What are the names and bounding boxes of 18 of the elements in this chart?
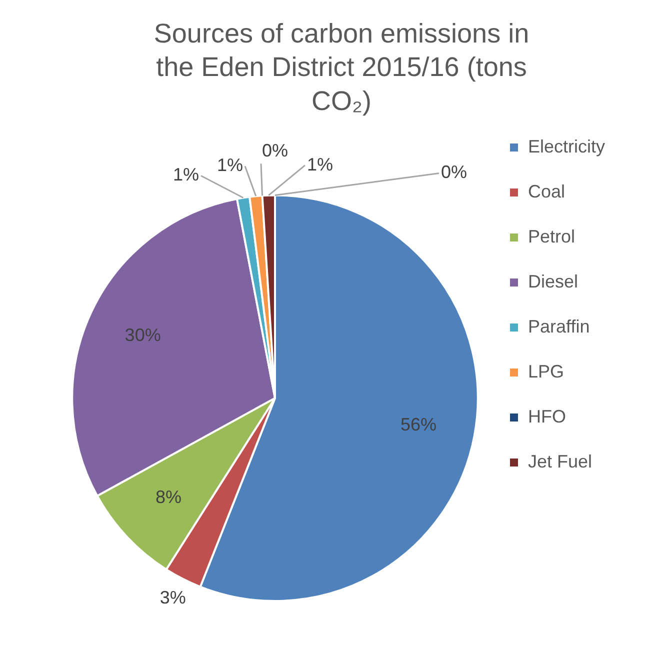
legend-label: Diesel [528,271,578,292]
data-label: 8% [156,487,182,508]
data-label: 1% [216,155,243,176]
data-label: 3% [160,587,186,608]
text: 0% [440,162,468,182]
legend-label: Paraffin [528,316,590,336]
data-label: 1% [306,154,334,174]
data-label: 30% [124,324,161,345]
legend-label: Coal [528,181,566,202]
data-label: 56% [400,414,436,434]
data-label: 1% [172,164,199,185]
legend-label: Petrol [528,226,576,246]
legend-label: HFO [528,406,566,426]
chart-title: Sources of carbon emissions in the Eden District 2015/16 (tons CO₂) [154,18,530,116]
legend-label: Jet Fuel [528,451,592,472]
text: 0% [262,140,288,161]
legend-label: Electricity [528,136,606,156]
legend-label: LPG [528,361,564,382]
